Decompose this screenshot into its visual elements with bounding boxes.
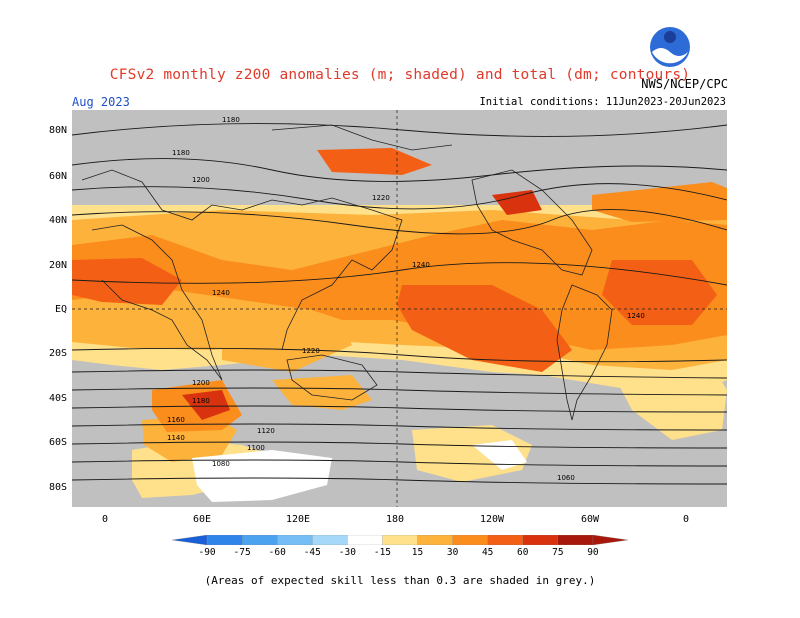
colorbar-segment	[277, 535, 313, 545]
anomaly-band-60-75-ind	[72, 258, 182, 305]
colorbar-segment	[522, 535, 559, 545]
contour-label: 1220	[372, 194, 390, 202]
colorbar-segment	[312, 535, 349, 545]
colorbar-label: -45	[303, 547, 321, 558]
lon-label-0: 0	[682, 514, 690, 525]
colorbar-segment	[347, 535, 384, 545]
anomaly-band-15-30-sa	[612, 365, 727, 440]
contour-label: 1240	[412, 261, 430, 269]
anomaly-band-60-75-arctic	[317, 148, 432, 175]
colorbar-segment	[557, 535, 594, 545]
contour-label: 1220	[302, 347, 320, 355]
colorbar-label: -90	[198, 547, 216, 558]
anomaly-band-45-60	[72, 220, 727, 350]
colorbar-segment	[172, 535, 208, 545]
lat-label-20n: 20N	[48, 260, 67, 271]
lon-label-180: 180	[385, 514, 405, 525]
anomaly-band-75-90-nam	[492, 190, 542, 215]
contour-label: 1140	[167, 434, 185, 442]
height-contours	[72, 123, 727, 485]
colorbar	[172, 535, 628, 545]
anomaly-band-60-75-swind	[182, 390, 230, 420]
contour-label: 1240	[627, 312, 645, 320]
colorbar-segment	[417, 535, 454, 545]
colorbar-segment	[206, 535, 243, 545]
lat-label-60s: 60S	[48, 437, 67, 448]
skill-note: (Areas of expected skill less than 0.3 a…	[204, 574, 596, 587]
colorbar-label: 60	[517, 547, 529, 558]
lat-label-40n: 40N	[48, 215, 67, 226]
lat-label-40s: 40S	[48, 393, 67, 404]
anomaly-near-zero	[192, 450, 332, 502]
lon-label-60e: 60E	[192, 514, 212, 525]
agency-label: NWS/NCEP/CPC	[641, 77, 728, 91]
lat-label-20s: 20S	[48, 348, 67, 359]
colorbar-label: -60	[268, 547, 286, 558]
contour-label: 1120	[257, 427, 275, 435]
contour-label: 1180	[172, 149, 190, 157]
contour-label: 1160	[167, 416, 185, 424]
anomaly-shading	[72, 148, 727, 502]
colorbar-segment	[242, 535, 278, 545]
lat-label-80s: 80S	[48, 482, 67, 493]
contour-label: 1240	[212, 289, 230, 297]
coastlines	[81, 124, 613, 421]
noaa-logo-sun	[664, 31, 676, 43]
contour-label: 1200	[192, 176, 210, 184]
forecast-period: Aug 2023	[72, 95, 130, 109]
colorbar-label: -30	[338, 547, 356, 558]
colorbar-label: 75	[552, 547, 564, 558]
colorbar-segment	[487, 535, 524, 545]
anomaly-band-60-75-pac	[397, 285, 572, 372]
lat-label-eq: EQ	[54, 304, 67, 315]
colorbar-label: 45	[481, 547, 494, 558]
contour-label: 1180	[222, 116, 240, 124]
contour-label: 1080	[212, 460, 230, 468]
chart-title: CFSv2 monthly z200 anomalies (m; shaded)…	[109, 67, 691, 83]
colorbar-label: 15	[411, 547, 424, 558]
contour-label: 1180	[192, 397, 210, 405]
map-area: 1180 1180 1200 1220 1240 1240 1240 1220 1200 1180…	[72, 110, 727, 507]
colorbar-label: 30	[446, 547, 459, 558]
initial-conditions: Initial conditions: 11Jun2023-20Jun2023	[479, 96, 726, 108]
colorbar-segment	[592, 535, 628, 545]
lon-label-0: 0	[101, 514, 109, 525]
colorbar-segment	[382, 535, 419, 545]
anomaly-near-zero-2	[472, 440, 527, 470]
colorbar-label: -15	[373, 547, 392, 558]
lon-label-120e: 120E	[285, 514, 311, 525]
contour-labels: 1180 1180 1200 1220 1240 1240 1240 1220 1200 1180…	[167, 116, 645, 482]
lon-label-120w: 120W	[479, 514, 505, 525]
contour-label: 1100	[247, 444, 265, 452]
colorbar-segment	[452, 535, 489, 545]
lat-label-80n: 80N	[48, 125, 67, 136]
graticule	[72, 110, 727, 507]
noaa-logo	[650, 27, 690, 67]
colorbar-label: -75	[233, 547, 251, 558]
noaa-logo-wave	[652, 48, 688, 64]
lon-label-60w: 60W	[580, 514, 600, 525]
lat-label-60n: 60N	[48, 171, 67, 182]
contour-label: 1200	[192, 379, 210, 387]
colorbar-label: 90	[587, 547, 599, 558]
contour-label: 1060	[557, 474, 575, 482]
